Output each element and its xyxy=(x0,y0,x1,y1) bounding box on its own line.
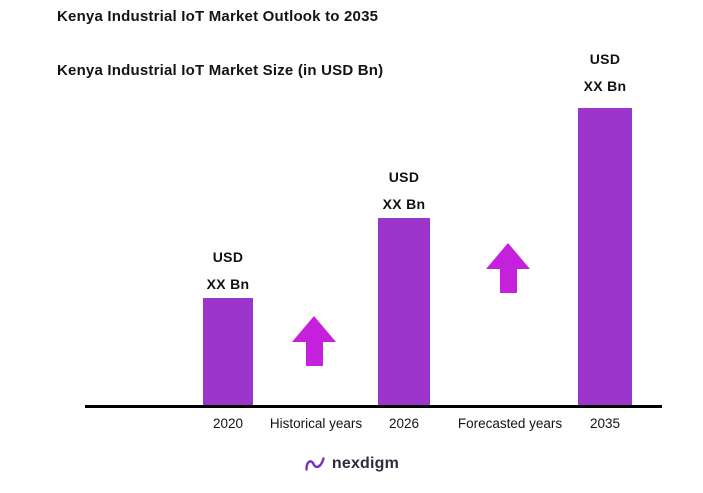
category-label-2020: 2020 xyxy=(212,416,244,431)
chart-title: Kenya Industrial IoT Market Outlook to 2… xyxy=(57,8,379,25)
bar-value-usd: USD xyxy=(388,169,420,185)
bar-value-amount: XX Bn xyxy=(583,78,627,94)
arrow-stem xyxy=(499,269,517,293)
category-label-2035: 2035 xyxy=(589,416,621,431)
up-arrow-forecasted xyxy=(486,243,530,293)
nexdigm-wave-icon xyxy=(304,453,326,475)
bar-value-usd: USD xyxy=(212,249,244,265)
arrow-head-icon xyxy=(486,243,530,269)
bar-value-amount: XX Bn xyxy=(206,276,250,292)
brand-footer: nexdigm xyxy=(0,453,703,475)
chart-subtitle: Kenya Industrial IoT Market Size (in USD… xyxy=(57,62,384,79)
arrow-stem xyxy=(305,342,323,366)
x-axis-line xyxy=(85,405,662,408)
bar-2035 xyxy=(578,108,632,405)
bar-value-amount: XX Bn xyxy=(382,196,426,212)
arrow-head-icon xyxy=(292,316,336,342)
bar-value-usd: USD xyxy=(589,51,621,67)
brand-name: nexdigm xyxy=(331,455,400,472)
bar-2026 xyxy=(378,218,430,405)
bar-value-label-2035: USD XX Bn xyxy=(550,46,660,100)
bar-2020 xyxy=(203,298,253,405)
bar-value-label-2026: USD XX Bn xyxy=(349,164,459,218)
bar-value-label-2020: USD XX Bn xyxy=(173,244,283,298)
up-arrow-historical xyxy=(292,316,336,366)
annotation-label-forecasted-years: Forecasted years xyxy=(457,416,563,431)
category-label-2026: 2026 xyxy=(388,416,420,431)
annotation-label-historical-years: Historical years xyxy=(269,416,363,431)
